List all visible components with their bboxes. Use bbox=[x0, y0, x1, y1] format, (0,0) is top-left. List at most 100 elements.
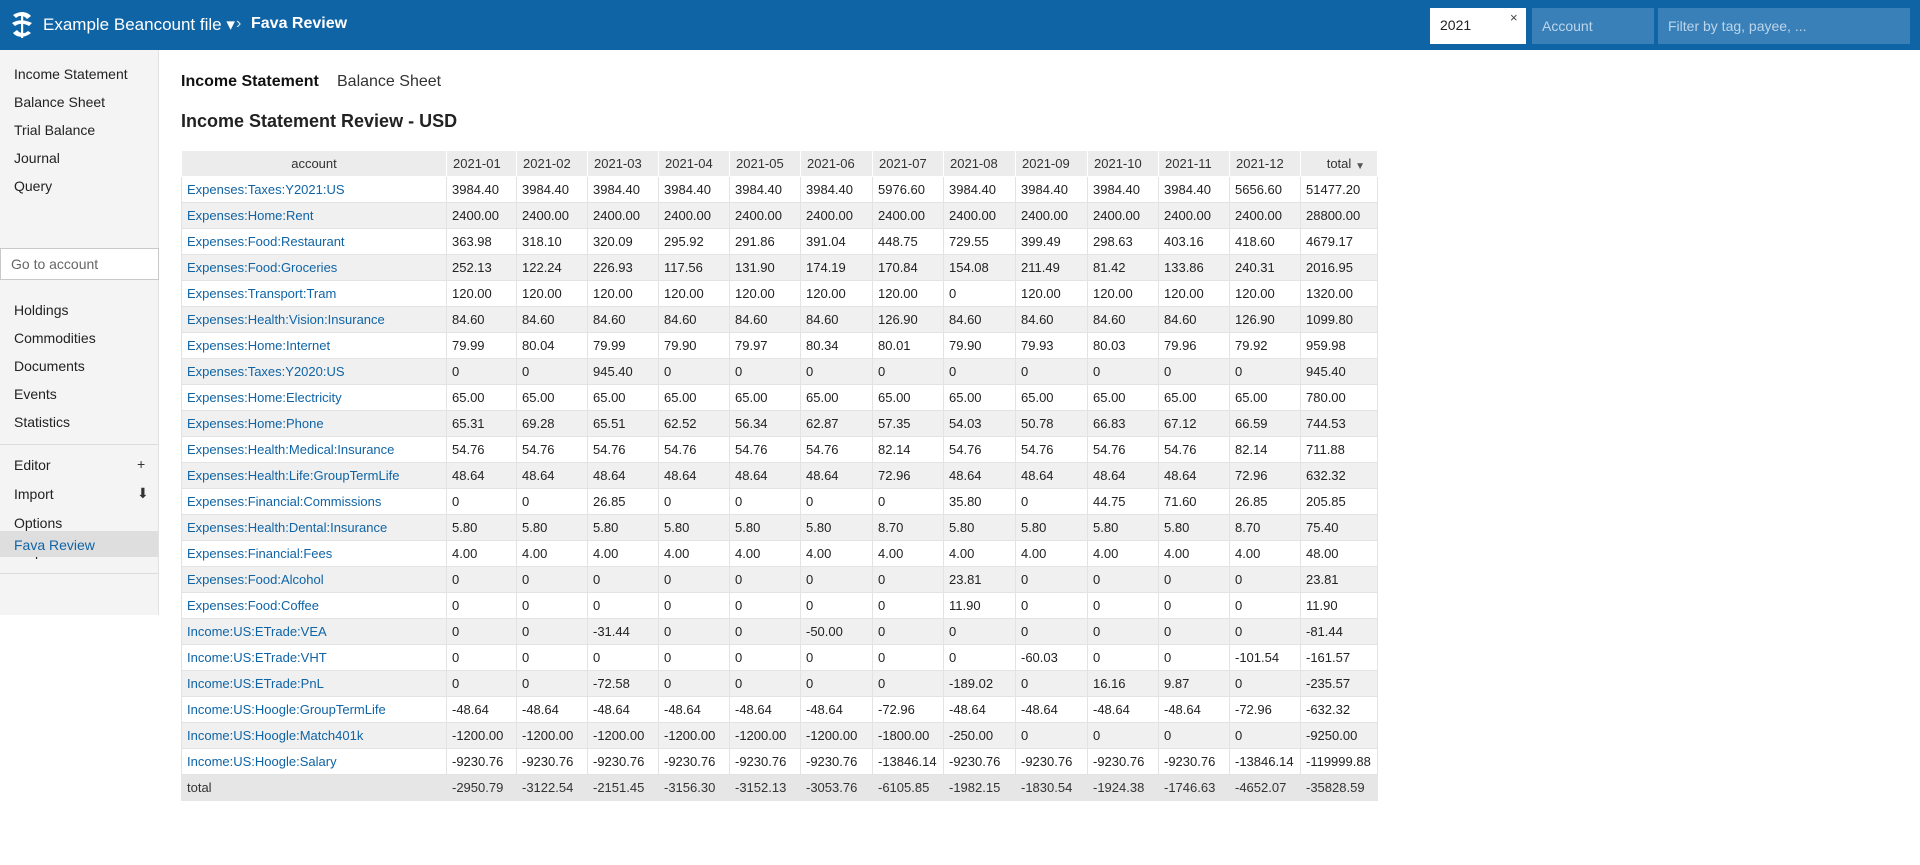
amount-cell: 65.00 bbox=[800, 384, 873, 411]
amount-cell: 5.80 bbox=[446, 514, 517, 541]
sidebar-item-commodities[interactable]: Commodities bbox=[14, 330, 96, 346]
account-link[interactable]: Expenses:Health:Vision:Insurance bbox=[187, 312, 385, 327]
plus-icon[interactable]: + bbox=[137, 456, 146, 472]
column-header[interactable]: 2021-02 bbox=[516, 150, 588, 177]
column-header[interactable]: 2021-10 bbox=[1087, 150, 1159, 177]
amount-cell: 28800.00 bbox=[1300, 202, 1378, 229]
go-to-account-input[interactable] bbox=[0, 248, 159, 280]
amount-cell: -1200.00 bbox=[516, 722, 588, 749]
account-link[interactable]: Expenses:Home:Internet bbox=[187, 338, 331, 353]
account-link[interactable]: Expenses:Financial:Commissions bbox=[187, 494, 382, 509]
column-header[interactable]: 2021-08 bbox=[943, 150, 1016, 177]
account-link[interactable]: Expenses:Food:Restaurant bbox=[187, 234, 345, 249]
amount-cell: 5.80 bbox=[1087, 514, 1159, 541]
column-header[interactable]: 2021-03 bbox=[587, 150, 659, 177]
total-cell: -2151.45 bbox=[587, 774, 659, 801]
sidebar-item-query[interactable]: Query bbox=[14, 178, 53, 194]
account-link[interactable]: Expenses:Food:Coffee bbox=[187, 598, 320, 613]
account-link[interactable]: Expenses:Financial:Fees bbox=[187, 546, 333, 561]
sidebar-item-income-statement[interactable]: Income Statement bbox=[14, 66, 128, 82]
account-link[interactable]: Income:US:ETrade:PnL bbox=[187, 676, 324, 691]
table-row: Expenses:Taxes:Y2021:US 3984.40 3984.40 398… bbox=[181, 176, 1378, 203]
amount-cell: 318.10 bbox=[516, 228, 588, 255]
account-link[interactable]: Expenses:Taxes:Y2021:US bbox=[187, 182, 345, 197]
fava-logo-icon[interactable] bbox=[9, 11, 35, 39]
account-link[interactable]: Income:US:Hoogle:GroupTermLife bbox=[187, 702, 386, 717]
amount-cell: 0 bbox=[943, 358, 1016, 385]
amount-cell: 320.09 bbox=[587, 228, 659, 255]
amount-cell: -632.32 bbox=[1300, 696, 1378, 723]
column-header[interactable]: 2021-09 bbox=[1015, 150, 1088, 177]
amount-cell: 0 bbox=[587, 644, 659, 671]
clear-time-filter-icon[interactable]: × bbox=[1510, 10, 1518, 25]
column-header[interactable]: 2021-12 bbox=[1229, 150, 1301, 177]
account-link[interactable]: Expenses:Health:Life:GroupTermLife bbox=[187, 468, 400, 483]
amount-cell: 56.34 bbox=[729, 410, 801, 437]
account-filter-input[interactable] bbox=[1532, 8, 1654, 44]
amount-cell: 0 bbox=[1229, 358, 1301, 385]
column-header[interactable]: total ▼ bbox=[1300, 150, 1378, 177]
amount-cell: 0 bbox=[516, 488, 588, 515]
column-header[interactable]: 2021-07 bbox=[872, 150, 944, 177]
account-link[interactable]: Expenses:Taxes:Y2020:US bbox=[187, 364, 345, 379]
amount-cell: 0 bbox=[800, 592, 873, 619]
sidebar-item-statistics[interactable]: Statistics bbox=[14, 414, 71, 430]
amount-cell: 2400.00 bbox=[729, 202, 801, 229]
amount-cell: 295.92 bbox=[658, 228, 730, 255]
tag-payee-filter-input[interactable] bbox=[1658, 8, 1910, 44]
column-header[interactable]: 2021-01 bbox=[446, 150, 517, 177]
sidebar-item-journal[interactable]: Journal bbox=[14, 150, 60, 166]
amount-cell: 54.76 bbox=[800, 436, 873, 463]
amount-cell: 403.16 bbox=[1158, 228, 1230, 255]
sidebar-item-holdings[interactable]: Holdings bbox=[14, 302, 69, 318]
amount-cell: 154.08 bbox=[943, 254, 1016, 281]
sidebar-item-editor[interactable]: Editor + bbox=[0, 451, 158, 477]
account-link[interactable]: Expenses:Health:Medical:Insurance bbox=[187, 442, 395, 457]
amount-cell: 0 bbox=[872, 644, 944, 671]
table-row: Expenses:Health:Life:GroupTermLife 48.64 4… bbox=[181, 462, 1378, 489]
sidebar-item-balance-sheet[interactable]: Balance Sheet bbox=[14, 94, 106, 110]
table-row: Expenses:Food:Coffee 0 0 0 0 0 0 0 11.90 0 0 0 0 11.9… bbox=[181, 592, 1378, 619]
tab-balance-sheet[interactable]: Balance Sheet bbox=[337, 73, 442, 90]
amount-cell: 72.96 bbox=[1229, 462, 1301, 489]
column-header[interactable]: 2021-05 bbox=[729, 150, 801, 177]
account-cell: Income:US:ETrade:VEA bbox=[181, 618, 447, 645]
amount-cell: 0 bbox=[1158, 592, 1230, 619]
amount-cell: 80.34 bbox=[800, 332, 873, 359]
account-link[interactable]: Expenses:Food:Alcohol bbox=[187, 572, 324, 587]
account-link[interactable]: Expenses:Home:Rent bbox=[187, 208, 314, 223]
amount-cell: 5.80 bbox=[1158, 514, 1230, 541]
time-filter-input[interactable]: 2021 bbox=[1430, 8, 1526, 44]
sidebar-item-import[interactable]: Import ⬇ bbox=[0, 480, 158, 506]
column-header[interactable]: 2021-04 bbox=[658, 150, 730, 177]
sidebar-item-fava-review[interactable]: Fava Review bbox=[0, 531, 158, 557]
account-link[interactable]: Expenses:Home:Electricity bbox=[187, 390, 342, 405]
account-link[interactable]: Income:US:ETrade:VEA bbox=[187, 624, 327, 639]
account-link[interactable]: Expenses:Home:Phone bbox=[187, 416, 324, 431]
column-header-account[interactable]: account bbox=[181, 150, 447, 177]
amount-cell: 0 bbox=[516, 644, 588, 671]
account-link[interactable]: Expenses:Food:Groceries bbox=[187, 260, 338, 275]
column-header[interactable]: 2021-11 bbox=[1158, 150, 1230, 177]
sidebar-item-documents[interactable]: Documents bbox=[14, 358, 85, 374]
amount-cell: 2400.00 bbox=[1158, 202, 1230, 229]
account-link[interactable]: Expenses:Transport:Tram bbox=[187, 286, 337, 301]
sidebar-item-options[interactable]: Options bbox=[14, 515, 63, 531]
account-link[interactable]: Income:US:Hoogle:Match401k bbox=[187, 728, 364, 743]
amount-cell: 0 bbox=[658, 618, 730, 645]
download-icon[interactable]: ⬇ bbox=[137, 485, 149, 501]
amount-cell: 120.00 bbox=[658, 280, 730, 307]
amount-cell: -13846.14 bbox=[1229, 748, 1301, 775]
tab-income-statement[interactable]: Income Statement bbox=[181, 73, 319, 90]
amount-cell: 4.00 bbox=[943, 540, 1016, 567]
column-header[interactable]: 2021-06 bbox=[800, 150, 873, 177]
account-link[interactable]: Expenses:Health:Dental:Insurance bbox=[187, 520, 388, 535]
beancount-file-selector[interactable]: Example Beancount file ▾ bbox=[43, 15, 235, 34]
sidebar-item-events[interactable]: Events bbox=[14, 386, 57, 402]
amount-cell: 448.75 bbox=[872, 228, 944, 255]
sidebar-item-trial-balance[interactable]: Trial Balance bbox=[14, 122, 96, 138]
amount-cell: 54.76 bbox=[516, 436, 588, 463]
account-link[interactable]: Income:US:ETrade:VHT bbox=[187, 650, 327, 665]
account-link[interactable]: Income:US:Hoogle:Salary bbox=[187, 754, 337, 769]
amount-cell: 0 bbox=[587, 566, 659, 593]
